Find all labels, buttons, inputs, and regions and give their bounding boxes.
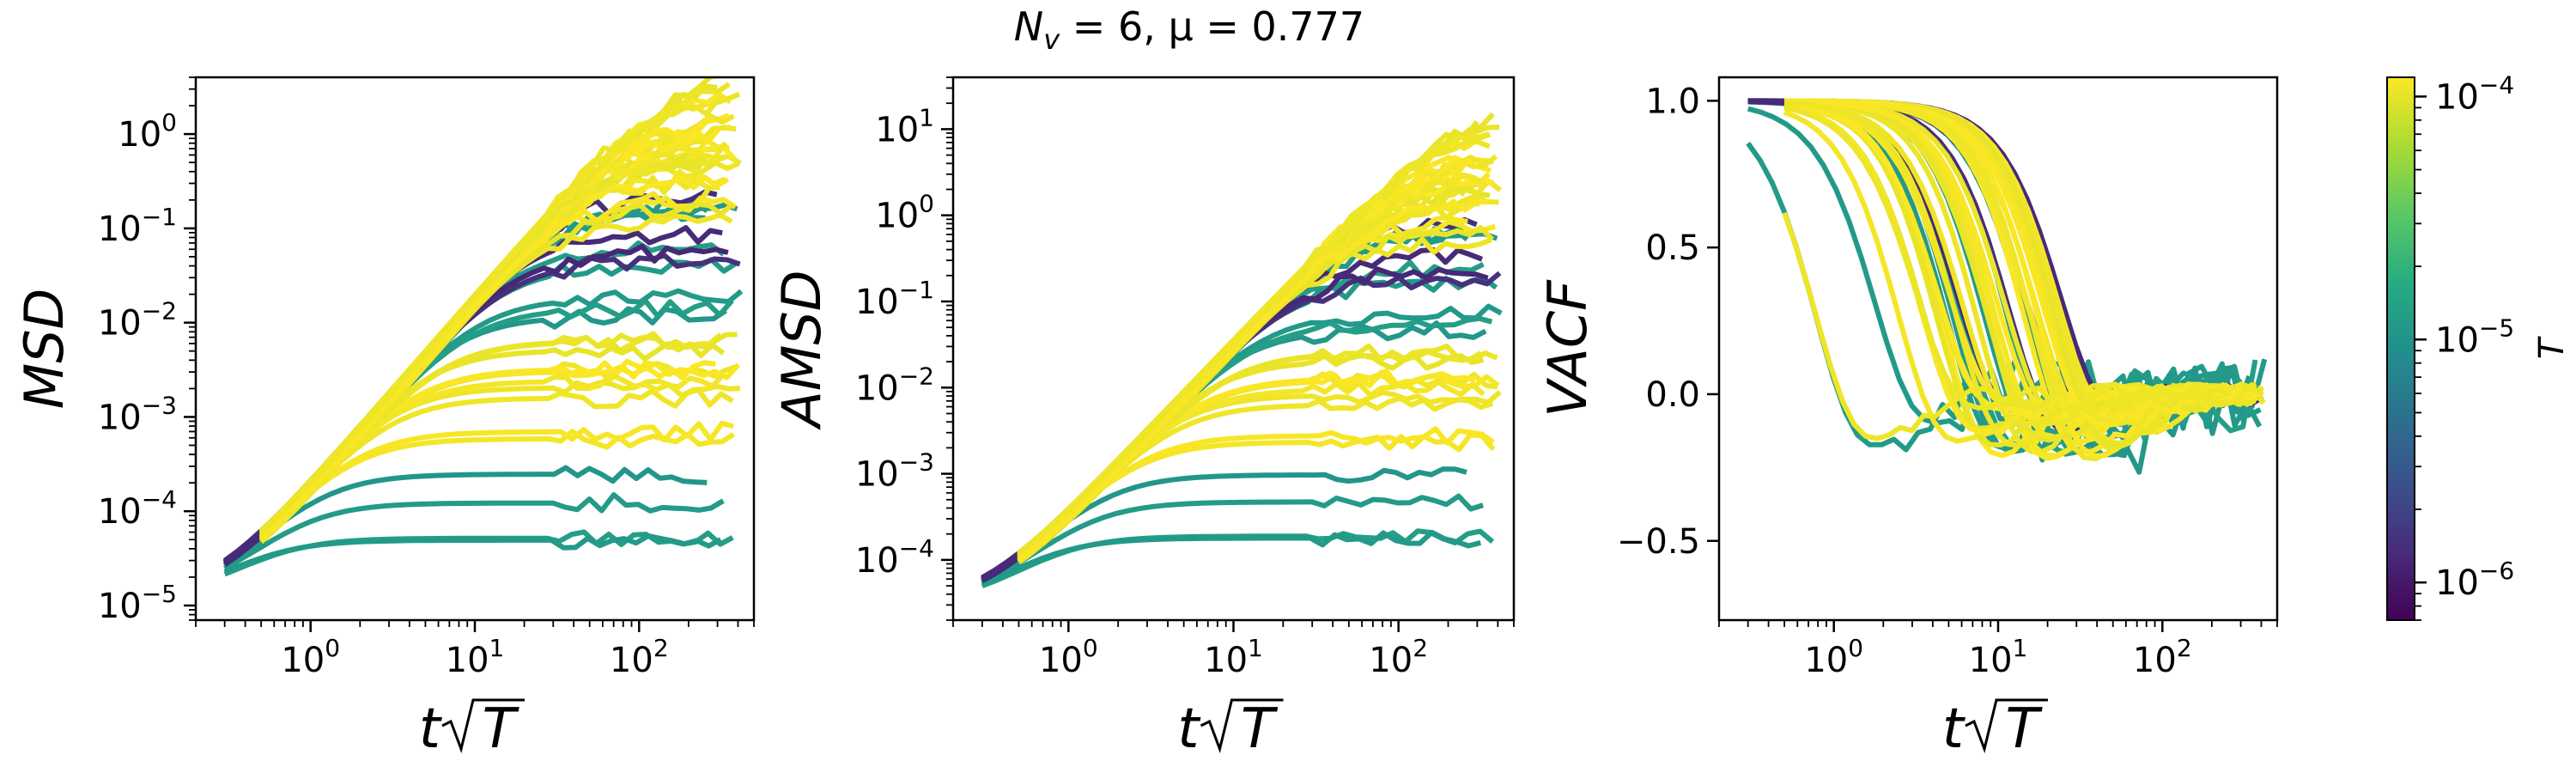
colorbar-tick-label: 10−6 [2435, 557, 2514, 603]
figure-title: Nv = 6, μ = 0.777 [1014, 3, 1364, 56]
svg-text:T: T [2005, 697, 2043, 761]
y-tick-label: 10−2 [855, 362, 934, 408]
x-tick-label: 101 [446, 634, 505, 680]
svg-text:T: T [482, 697, 519, 761]
y-tick-label: 10−4 [98, 485, 177, 532]
amsd-series-line-10 [981, 529, 1482, 587]
y-tick-label: 10−3 [98, 391, 177, 437]
svg-text:t: t [419, 697, 443, 761]
x-tick-label: 100 [281, 634, 340, 680]
msd-panel: 100 101 102 10−5 10−4 10−3 10−2 10−1 100 MSD t T [13, 76, 756, 761]
x-tick-label: 100 [1039, 634, 1098, 680]
x-tick-label: 100 [1804, 634, 1863, 680]
amsd-series [981, 112, 1503, 588]
y-tick-label: 0.0 [1645, 375, 1700, 415]
msd-series-line-29 [259, 420, 734, 537]
y-tick-label: 101 [875, 103, 934, 149]
vacf-panel: 100 101 102 1.0 0.5 0.0 −0.5 VACF t T [1536, 76, 2279, 761]
svg-text:T: T [1241, 697, 1279, 761]
amsd-series-line-28 [1017, 344, 1482, 563]
msd-series-line-7 [223, 465, 708, 565]
y-tick-label: 10−1 [855, 276, 934, 322]
colorbar-label: T [2532, 335, 2572, 359]
x-tick-label: 101 [1969, 634, 2028, 680]
amsd-series-line-55 [1017, 138, 1491, 556]
y-tick-label: 1.0 [1645, 82, 1700, 121]
colorbar-tick-label: 10−5 [2435, 313, 2514, 360]
vacf-series [1746, 98, 2268, 475]
msd-y-label: MSD [13, 289, 76, 410]
amsd-series-line-4 [981, 493, 1485, 585]
y-tick-label: 100 [875, 190, 934, 236]
svg-text:t: t [1177, 697, 1201, 761]
msd-series-line-17 [259, 429, 736, 536]
y-tick-label: 10−4 [855, 534, 934, 581]
msd-series-line-55 [259, 95, 730, 533]
x-tick-label: 102 [1369, 634, 1428, 680]
msd-series [222, 77, 744, 577]
vacf-series-line-54 [1784, 98, 2253, 429]
vacf-y-label: VACF [1536, 279, 1599, 417]
colorbar: 10−4 10−5 10−6 T [2386, 70, 2572, 621]
colorbar-ticks: 10−4 10−5 10−6 [2415, 70, 2514, 621]
msd-series-line-54 [259, 174, 730, 542]
y-tick-label: 10−5 [98, 580, 177, 626]
amsd-panel: 100 101 102 10−4 10−3 10−2 10−1 100 101 AMSD t T [770, 76, 1516, 761]
msd-series-line-4 [223, 492, 725, 571]
amsd-y-label: AMSD [770, 270, 833, 430]
y-tick-label: 10−1 [98, 203, 177, 249]
amsd-series-line-54 [1017, 198, 1488, 563]
x-tick-label: 101 [1204, 634, 1263, 680]
colorbar-gradient [2386, 76, 2415, 621]
x-tick-label: 102 [610, 634, 669, 680]
colorbar-tick-label: 10−4 [2435, 70, 2514, 117]
x-tick-label: 102 [2133, 634, 2192, 680]
vacf-series-line-55 [1783, 100, 2255, 427]
y-tick-label: −0.5 [1617, 522, 1700, 562]
y-tick-label: 0.5 [1645, 228, 1700, 268]
msd-series-line-10 [223, 533, 722, 575]
svg-text:t: t [1942, 697, 1966, 761]
y-tick-label: 10−3 [855, 448, 934, 495]
y-tick-label: 10−2 [98, 297, 177, 344]
y-tick-label: 100 [118, 108, 177, 155]
